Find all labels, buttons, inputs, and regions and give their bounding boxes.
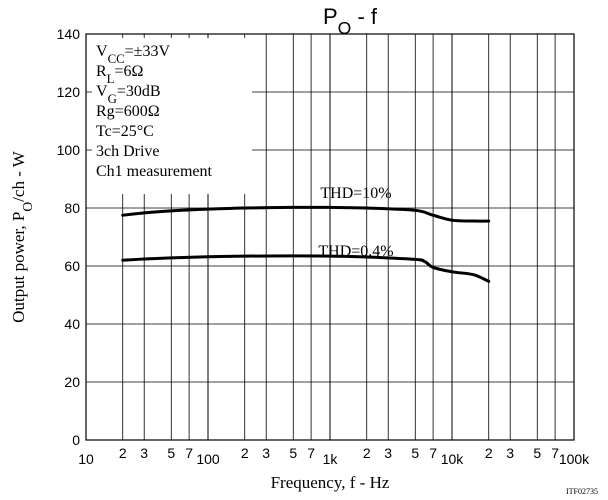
- x-axis-label: Frequency, f - Hz: [271, 473, 390, 492]
- condition-line: Ch1 measurement: [96, 163, 213, 180]
- x-tick-major-label: 10k: [441, 451, 465, 467]
- condition-line: 3ch Drive: [96, 143, 160, 160]
- x-tick-minor-label: 5: [167, 445, 175, 461]
- y-tick-label: 0: [72, 432, 80, 448]
- series-line-2: [121, 254, 491, 283]
- x-tick-minor-label: 7: [551, 445, 559, 461]
- y-tick-label: 80: [64, 200, 80, 216]
- series-label: THD=0.4%: [318, 243, 393, 260]
- y-tick-label: 120: [57, 84, 81, 100]
- x-tick-minor-label: 2: [119, 445, 127, 461]
- y-axis-label: Output power, PO/ch - W: [9, 150, 35, 323]
- condition-line: VG=30dB: [96, 83, 161, 106]
- y-tick-label: 20: [64, 374, 80, 390]
- x-tick-minor-label: 3: [140, 445, 148, 461]
- series-line-1: [121, 205, 491, 223]
- x-tick-minor-label: 5: [289, 445, 297, 461]
- y-tick-label: 140: [57, 26, 81, 42]
- conditions-box: [92, 38, 252, 194]
- x-tick-major-label: 10: [78, 451, 94, 467]
- y-tick-label: 60: [64, 258, 80, 274]
- x-tick-major-label: 100k: [559, 451, 590, 467]
- condition-line: RL=6Ω: [96, 63, 144, 86]
- x-tick-minor-label: 3: [384, 445, 392, 461]
- x-tick-minor-label: 7: [307, 445, 315, 461]
- condition-line: Tc=25°C: [96, 123, 154, 140]
- chart-title: PO - f: [323, 4, 378, 38]
- series-layer: [121, 205, 491, 283]
- x-tick-major-label: 1k: [323, 451, 339, 467]
- plot-frame: [85, 33, 575, 441]
- series-label: THD=10%: [320, 185, 391, 202]
- x-tick-minor-label: 3: [506, 445, 514, 461]
- figure-code: ITF02735: [566, 487, 598, 496]
- x-tick-minor-label: 2: [363, 445, 371, 461]
- x-tick-minor-label: 2: [485, 445, 493, 461]
- series-labels: THD=10% THD=0.4%: [318, 185, 393, 260]
- x-tick-minor-label: 7: [185, 445, 193, 461]
- x-tick-minor-label: 7: [429, 445, 437, 461]
- condition-line: VCC=±33V: [96, 43, 170, 66]
- y-tick-label: 100: [57, 142, 81, 158]
- x-tick-minor-label: 3: [262, 445, 270, 461]
- y-tick-labels: 0 20 40 60 80 100 120 140: [57, 26, 81, 448]
- x-tick-minor-label: 5: [411, 445, 419, 461]
- y-tick-label: 40: [64, 316, 80, 332]
- x-tick-minor-label: 5: [533, 445, 541, 461]
- condition-line: Rg=600Ω: [96, 103, 160, 120]
- x-tick-minor-label: 2: [241, 445, 249, 461]
- x-tick-major-label: 100: [196, 451, 220, 467]
